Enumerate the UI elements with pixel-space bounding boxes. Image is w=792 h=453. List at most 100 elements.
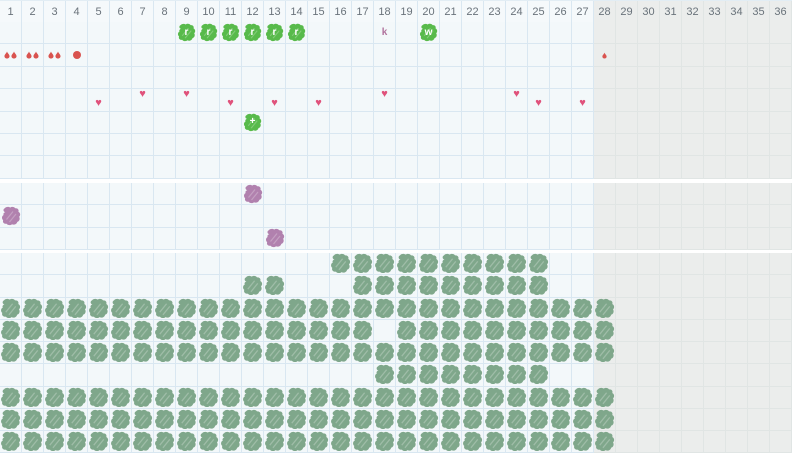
day-cell[interactable] xyxy=(396,253,418,276)
day-cell[interactable] xyxy=(88,133,110,157)
day-cell[interactable] xyxy=(198,319,220,342)
day-cell[interactable] xyxy=(22,386,44,409)
day-cell[interactable] xyxy=(594,431,616,453)
day-cell[interactable] xyxy=(550,319,572,342)
day-cell[interactable] xyxy=(132,408,154,431)
day-cell[interactable] xyxy=(374,156,396,179)
day-cell[interactable] xyxy=(550,89,572,112)
day-cell[interactable] xyxy=(748,156,770,179)
day-cell[interactable] xyxy=(726,431,748,453)
day-cell[interactable] xyxy=(638,183,660,206)
day-cell[interactable] xyxy=(682,66,704,90)
day-cell[interactable] xyxy=(616,183,638,206)
day-cell[interactable] xyxy=(198,297,220,320)
day-cell[interactable] xyxy=(528,297,550,320)
day-cell[interactable] xyxy=(242,275,264,298)
day-cell[interactable] xyxy=(176,364,198,387)
day-cell[interactable] xyxy=(44,227,66,250)
day-cell[interactable] xyxy=(198,156,220,179)
day-cell[interactable] xyxy=(44,89,66,112)
day-cell[interactable] xyxy=(440,342,462,365)
day-cell[interactable] xyxy=(440,319,462,342)
day-cell[interactable] xyxy=(330,408,352,431)
day-cell[interactable] xyxy=(0,297,22,320)
day-cell[interactable] xyxy=(770,205,792,228)
day-cell[interactable] xyxy=(308,319,330,342)
day-cell[interactable] xyxy=(66,22,88,45)
day-cell[interactable] xyxy=(660,342,682,365)
day-cell[interactable] xyxy=(264,66,286,90)
day-cell[interactable] xyxy=(572,431,594,453)
day-cell[interactable] xyxy=(0,342,22,365)
day-cell[interactable] xyxy=(418,319,440,342)
day-cell[interactable] xyxy=(418,44,440,67)
day-cell[interactable] xyxy=(528,22,550,45)
day-cell[interactable] xyxy=(704,253,726,276)
day-cell[interactable] xyxy=(132,133,154,157)
day-cell[interactable] xyxy=(440,408,462,431)
day-cell[interactable] xyxy=(308,386,330,409)
day-cell[interactable] xyxy=(440,66,462,90)
day-cell[interactable] xyxy=(550,183,572,206)
day-cell[interactable] xyxy=(550,156,572,179)
day-cell[interactable] xyxy=(330,386,352,409)
day-cell[interactable] xyxy=(594,364,616,387)
day-cell[interactable] xyxy=(110,205,132,228)
day-cell[interactable] xyxy=(396,319,418,342)
day-cell[interactable] xyxy=(572,275,594,298)
day-cell[interactable] xyxy=(616,275,638,298)
day-cell[interactable] xyxy=(638,89,660,112)
day-cell[interactable] xyxy=(660,297,682,320)
day-cell[interactable] xyxy=(352,156,374,179)
day-cell[interactable] xyxy=(286,111,308,134)
day-cell[interactable] xyxy=(418,253,440,276)
day-cell[interactable] xyxy=(682,408,704,431)
day-cell[interactable] xyxy=(330,275,352,298)
day-cell[interactable]: ♥ xyxy=(374,89,396,112)
day-cell[interactable] xyxy=(220,205,242,228)
day-cell[interactable] xyxy=(374,431,396,453)
day-cell[interactable] xyxy=(286,89,308,112)
day-cell[interactable] xyxy=(330,297,352,320)
day-cell[interactable] xyxy=(550,22,572,45)
day-cell[interactable] xyxy=(352,133,374,157)
day-cell[interactable] xyxy=(0,111,22,134)
day-cell[interactable] xyxy=(264,44,286,67)
day-cell[interactable] xyxy=(110,408,132,431)
day-cell[interactable] xyxy=(682,319,704,342)
day-cell[interactable] xyxy=(594,156,616,179)
day-cell[interactable] xyxy=(506,156,528,179)
day-cell[interactable] xyxy=(484,408,506,431)
day-cell[interactable] xyxy=(748,431,770,453)
day-cell[interactable] xyxy=(242,342,264,365)
day-cell[interactable] xyxy=(572,297,594,320)
day-cell[interactable] xyxy=(242,205,264,228)
day-cell[interactable] xyxy=(682,342,704,365)
day-cell[interactable] xyxy=(242,319,264,342)
day-cell[interactable] xyxy=(594,22,616,45)
day-cell[interactable] xyxy=(484,253,506,276)
day-cell[interactable] xyxy=(176,183,198,206)
day-cell[interactable] xyxy=(462,22,484,45)
day-cell[interactable] xyxy=(220,431,242,453)
day-cell[interactable] xyxy=(704,111,726,134)
day-cell[interactable]: r xyxy=(286,22,308,45)
day-cell[interactable] xyxy=(198,66,220,90)
day-cell[interactable]: r xyxy=(242,22,264,45)
day-cell[interactable] xyxy=(770,342,792,365)
day-cell[interactable] xyxy=(242,431,264,453)
day-cell[interactable] xyxy=(88,205,110,228)
day-cell[interactable] xyxy=(682,275,704,298)
day-cell[interactable] xyxy=(396,205,418,228)
day-cell[interactable] xyxy=(484,133,506,157)
day-cell[interactable] xyxy=(726,297,748,320)
day-cell[interactable] xyxy=(770,133,792,157)
day-cell[interactable] xyxy=(154,342,176,365)
day-cell[interactable] xyxy=(330,227,352,250)
day-cell[interactable] xyxy=(264,386,286,409)
day-cell[interactable] xyxy=(704,386,726,409)
day-cell[interactable] xyxy=(748,408,770,431)
day-cell[interactable] xyxy=(484,111,506,134)
day-cell[interactable] xyxy=(638,156,660,179)
day-cell[interactable] xyxy=(308,44,330,67)
